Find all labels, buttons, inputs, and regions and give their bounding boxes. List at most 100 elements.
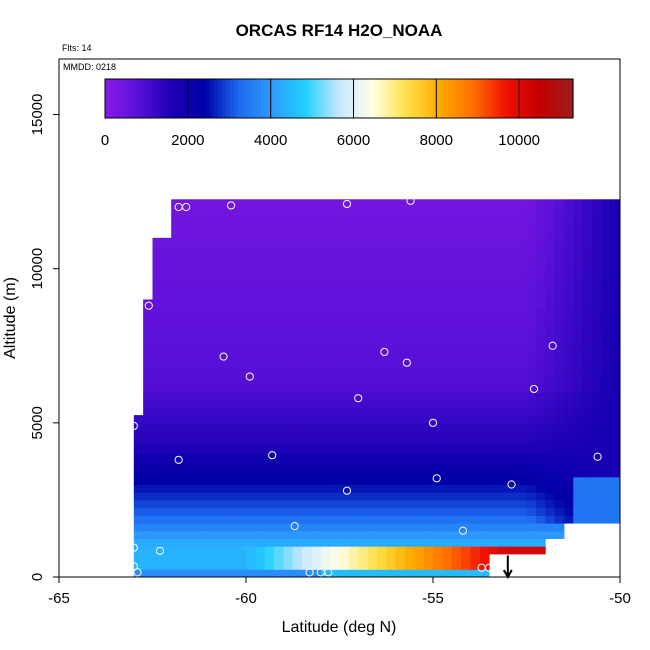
heatmap-cell (283, 330, 294, 339)
heatmap-cell (143, 492, 153, 501)
heatmap-cell (348, 530, 359, 539)
heatmap-cell (302, 322, 312, 331)
heatmap-cell (189, 561, 200, 570)
heatmap-cell (470, 507, 481, 516)
heatmap-cell (283, 553, 294, 563)
heatmap-cell (442, 276, 453, 285)
heatmap-cell (143, 361, 153, 370)
heatmap-cell (274, 314, 284, 324)
heatmap-cell (199, 399, 210, 408)
heatmap-cell (554, 476, 565, 485)
heatmap-cell (236, 260, 247, 270)
heatmap-cell (442, 499, 453, 509)
colorbar-segment (303, 79, 309, 118)
heatmap-cell (376, 492, 387, 501)
heatmap-cell (143, 461, 153, 470)
heatmap-cell (180, 469, 191, 478)
heatmap-cell (433, 445, 443, 455)
heatmap-cell (489, 345, 499, 354)
colorbar-segment (444, 79, 449, 118)
heatmap-cell (535, 345, 546, 354)
colorbar-segment (413, 79, 418, 118)
heatmap-cell (274, 438, 284, 447)
colorbar-segment (218, 79, 223, 118)
heatmap-cell (395, 492, 406, 501)
heatmap-cell (451, 353, 462, 362)
heatmap-cell (610, 330, 621, 339)
heatmap-cell (171, 507, 182, 516)
heatmap-cell (283, 245, 294, 254)
heatmap-cell (545, 453, 556, 462)
x-tick-label: -50 (609, 590, 631, 607)
heatmap-cell (591, 445, 602, 455)
heatmap-cell (227, 561, 238, 570)
heatmap-cell (526, 407, 537, 416)
heatmap-cell (217, 538, 228, 547)
heatmap-cell (545, 469, 556, 478)
heatmap-cell (395, 384, 406, 393)
heatmap-cell (461, 376, 471, 385)
heatmap-cell (535, 469, 546, 478)
heatmap-cell (199, 430, 210, 439)
heatmap-cell (526, 515, 537, 524)
heatmap-cell (302, 291, 312, 300)
y-tick-label: 5000 (29, 406, 46, 439)
heatmap-cell (311, 453, 322, 462)
heatmap-cell (479, 461, 490, 470)
heatmap-cell (302, 368, 312, 378)
heatmap-cell (358, 314, 369, 324)
heatmap-cell (395, 353, 406, 362)
heatmap-cell (573, 407, 584, 416)
heatmap-cell (545, 314, 556, 324)
heatmap-cell (208, 245, 219, 254)
heatmap-cell (591, 492, 602, 501)
heatmap-cell (199, 199, 210, 208)
heatmap-cell (610, 476, 621, 485)
profile-point (529, 384, 539, 394)
heatmap-cell (227, 284, 238, 293)
heatmap-cell (545, 407, 556, 416)
heatmap-cell (517, 214, 527, 223)
heatmap-cell (161, 530, 172, 539)
heatmap-cell (545, 415, 556, 424)
heatmap-cell (180, 368, 191, 378)
heatmap-cell (367, 561, 378, 570)
heatmap-cell (386, 245, 397, 254)
heatmap-cell (461, 469, 471, 478)
colorbar-segment (249, 79, 254, 118)
chart-title: ORCAS RF14 H2O_NOAA (236, 21, 443, 40)
heatmap-cell (339, 237, 350, 247)
heatmap-cell (582, 353, 593, 362)
heatmap-cell (236, 253, 247, 262)
heatmap-cell (227, 230, 238, 239)
heatmap-cell (535, 330, 546, 339)
heatmap-cell (302, 484, 312, 493)
heatmap-cell (339, 207, 350, 216)
heatmap-cell (208, 515, 219, 524)
heatmap-cell (171, 284, 182, 293)
heatmap-cell (442, 237, 453, 247)
heatmap-cell (264, 214, 275, 223)
heatmap-cell (573, 422, 584, 432)
heatmap-cell (283, 415, 294, 424)
colorbar-segment (233, 79, 239, 118)
heatmap-cell (236, 276, 247, 285)
heatmap-cell (554, 392, 565, 401)
heatmap-cell (404, 492, 415, 501)
heatmap-cell (414, 384, 425, 393)
colorbar-segment (175, 79, 180, 118)
heatmap-cell (330, 361, 340, 370)
heatmap-cell (489, 307, 499, 316)
heatmap-cell (423, 330, 434, 339)
colorbar-segment (498, 79, 504, 118)
heatmap-cell (582, 507, 593, 516)
heatmap-cell (302, 407, 312, 416)
heatmap-cell (189, 214, 200, 223)
heatmap-cell (554, 415, 565, 424)
heatmap-cell (414, 415, 425, 424)
heatmap-cell (152, 453, 163, 462)
heatmap-cell (376, 461, 387, 470)
heatmap-cell (189, 253, 200, 262)
heatmap-cell (414, 392, 425, 401)
heatmap-cell (517, 515, 527, 524)
